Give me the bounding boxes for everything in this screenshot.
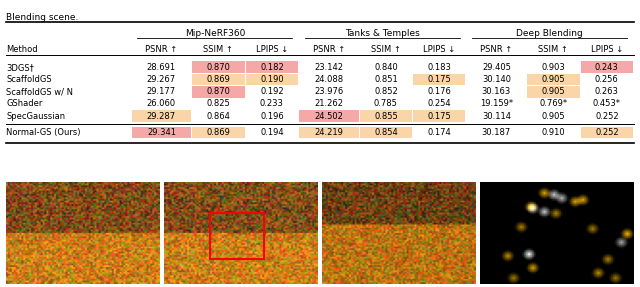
Text: SSIM ↑: SSIM ↑ — [371, 45, 401, 54]
Text: SSIM ↑: SSIM ↑ — [538, 45, 568, 54]
Text: 0.233: 0.233 — [260, 100, 284, 108]
Text: 30.163: 30.163 — [482, 87, 511, 96]
Text: SSIM ↑: SSIM ↑ — [204, 45, 234, 54]
Text: 0.196: 0.196 — [260, 112, 284, 121]
Text: Mip-NeRF360: Mip-NeRF360 — [185, 29, 245, 38]
Text: 0.854: 0.854 — [374, 128, 398, 137]
Text: 0.840: 0.840 — [374, 63, 398, 72]
Text: 19.159*: 19.159* — [480, 100, 513, 108]
Text: 0.254: 0.254 — [428, 100, 451, 108]
FancyBboxPatch shape — [413, 74, 465, 86]
Text: 0.905: 0.905 — [541, 112, 565, 121]
Text: 28.691: 28.691 — [147, 63, 176, 72]
Text: 0.252: 0.252 — [595, 128, 619, 137]
Text: LPIPS ↓: LPIPS ↓ — [591, 45, 623, 54]
Text: Normal-GS (Ours): Normal-GS (Ours) — [6, 128, 81, 137]
Text: 0.243: 0.243 — [595, 63, 619, 72]
FancyBboxPatch shape — [193, 74, 244, 86]
Text: 30.140: 30.140 — [482, 75, 511, 84]
Text: 0.870: 0.870 — [207, 87, 230, 96]
Text: 24.088: 24.088 — [314, 75, 344, 84]
FancyBboxPatch shape — [527, 74, 579, 86]
FancyBboxPatch shape — [300, 127, 358, 138]
Text: LPIPS ↓: LPIPS ↓ — [423, 45, 456, 54]
FancyBboxPatch shape — [193, 61, 244, 73]
FancyBboxPatch shape — [580, 61, 633, 73]
Text: 0.852: 0.852 — [374, 87, 398, 96]
Text: SpecGaussian: SpecGaussian — [6, 112, 65, 121]
Text: PSNR ↑: PSNR ↑ — [313, 45, 345, 54]
Text: 0.190: 0.190 — [260, 75, 284, 84]
Text: 0.256: 0.256 — [595, 75, 619, 84]
Text: LPIPS ↓: LPIPS ↓ — [256, 45, 288, 54]
Text: 29.267: 29.267 — [147, 75, 176, 84]
FancyBboxPatch shape — [360, 110, 412, 122]
FancyBboxPatch shape — [246, 61, 298, 73]
Text: 23.976: 23.976 — [314, 87, 344, 96]
Text: 0.252: 0.252 — [595, 112, 619, 121]
Text: GShader: GShader — [6, 100, 43, 108]
Text: 3DGS†: 3DGS† — [6, 63, 35, 72]
Text: 21.262: 21.262 — [314, 100, 344, 108]
FancyBboxPatch shape — [527, 86, 579, 98]
Text: 23.142: 23.142 — [314, 63, 344, 72]
Text: Deep Blending: Deep Blending — [516, 29, 583, 38]
Text: 0.194: 0.194 — [260, 128, 284, 137]
Text: 0.910: 0.910 — [541, 128, 565, 137]
Text: PSNR ↑: PSNR ↑ — [480, 45, 513, 54]
Text: ScaffoldGS w/ N: ScaffoldGS w/ N — [6, 87, 74, 96]
Text: 30.187: 30.187 — [482, 128, 511, 137]
Text: Blending scene.: Blending scene. — [6, 13, 79, 22]
FancyBboxPatch shape — [413, 110, 465, 122]
Text: 0.905: 0.905 — [541, 75, 565, 84]
Text: 0.851: 0.851 — [374, 75, 398, 84]
Text: 0.870: 0.870 — [207, 63, 230, 72]
Text: 0.864: 0.864 — [207, 112, 230, 121]
Text: 26.060: 26.060 — [147, 100, 176, 108]
Text: PSNR ↑: PSNR ↑ — [145, 45, 177, 54]
Text: 0.176: 0.176 — [428, 87, 451, 96]
Text: 0.785: 0.785 — [374, 100, 398, 108]
FancyBboxPatch shape — [300, 110, 358, 122]
Text: 0.855: 0.855 — [374, 112, 398, 121]
FancyBboxPatch shape — [246, 74, 298, 86]
Text: 0.905: 0.905 — [541, 87, 565, 96]
Text: 0.869: 0.869 — [207, 128, 230, 137]
FancyBboxPatch shape — [132, 127, 191, 138]
Text: 0.183: 0.183 — [428, 63, 451, 72]
Text: 0.182: 0.182 — [260, 63, 284, 72]
Text: 0.174: 0.174 — [428, 128, 451, 137]
Text: 0.825: 0.825 — [207, 100, 230, 108]
Text: 0.175: 0.175 — [428, 112, 451, 121]
FancyBboxPatch shape — [360, 127, 412, 138]
Text: Method: Method — [6, 45, 38, 54]
Text: 30.114: 30.114 — [482, 112, 511, 121]
Text: 0.263: 0.263 — [595, 87, 619, 96]
Text: 29.341: 29.341 — [147, 128, 176, 137]
Text: 29.287: 29.287 — [147, 112, 176, 121]
Bar — [211, 213, 264, 259]
FancyBboxPatch shape — [193, 86, 244, 98]
Text: 29.177: 29.177 — [147, 87, 176, 96]
Text: 24.219: 24.219 — [314, 128, 343, 137]
Text: 0.192: 0.192 — [260, 87, 284, 96]
FancyBboxPatch shape — [193, 127, 244, 138]
Text: Tanks & Temples: Tanks & Temples — [345, 29, 420, 38]
Text: 0.869: 0.869 — [207, 75, 230, 84]
FancyBboxPatch shape — [580, 127, 633, 138]
Text: 0.769*: 0.769* — [540, 100, 568, 108]
Text: 0.903: 0.903 — [541, 63, 565, 72]
Text: 29.405: 29.405 — [482, 63, 511, 72]
Text: 0.175: 0.175 — [428, 75, 451, 84]
Text: ScaffoldGS: ScaffoldGS — [6, 75, 52, 84]
Text: 24.502: 24.502 — [314, 112, 343, 121]
Text: 0.453*: 0.453* — [593, 100, 621, 108]
FancyBboxPatch shape — [132, 110, 191, 122]
